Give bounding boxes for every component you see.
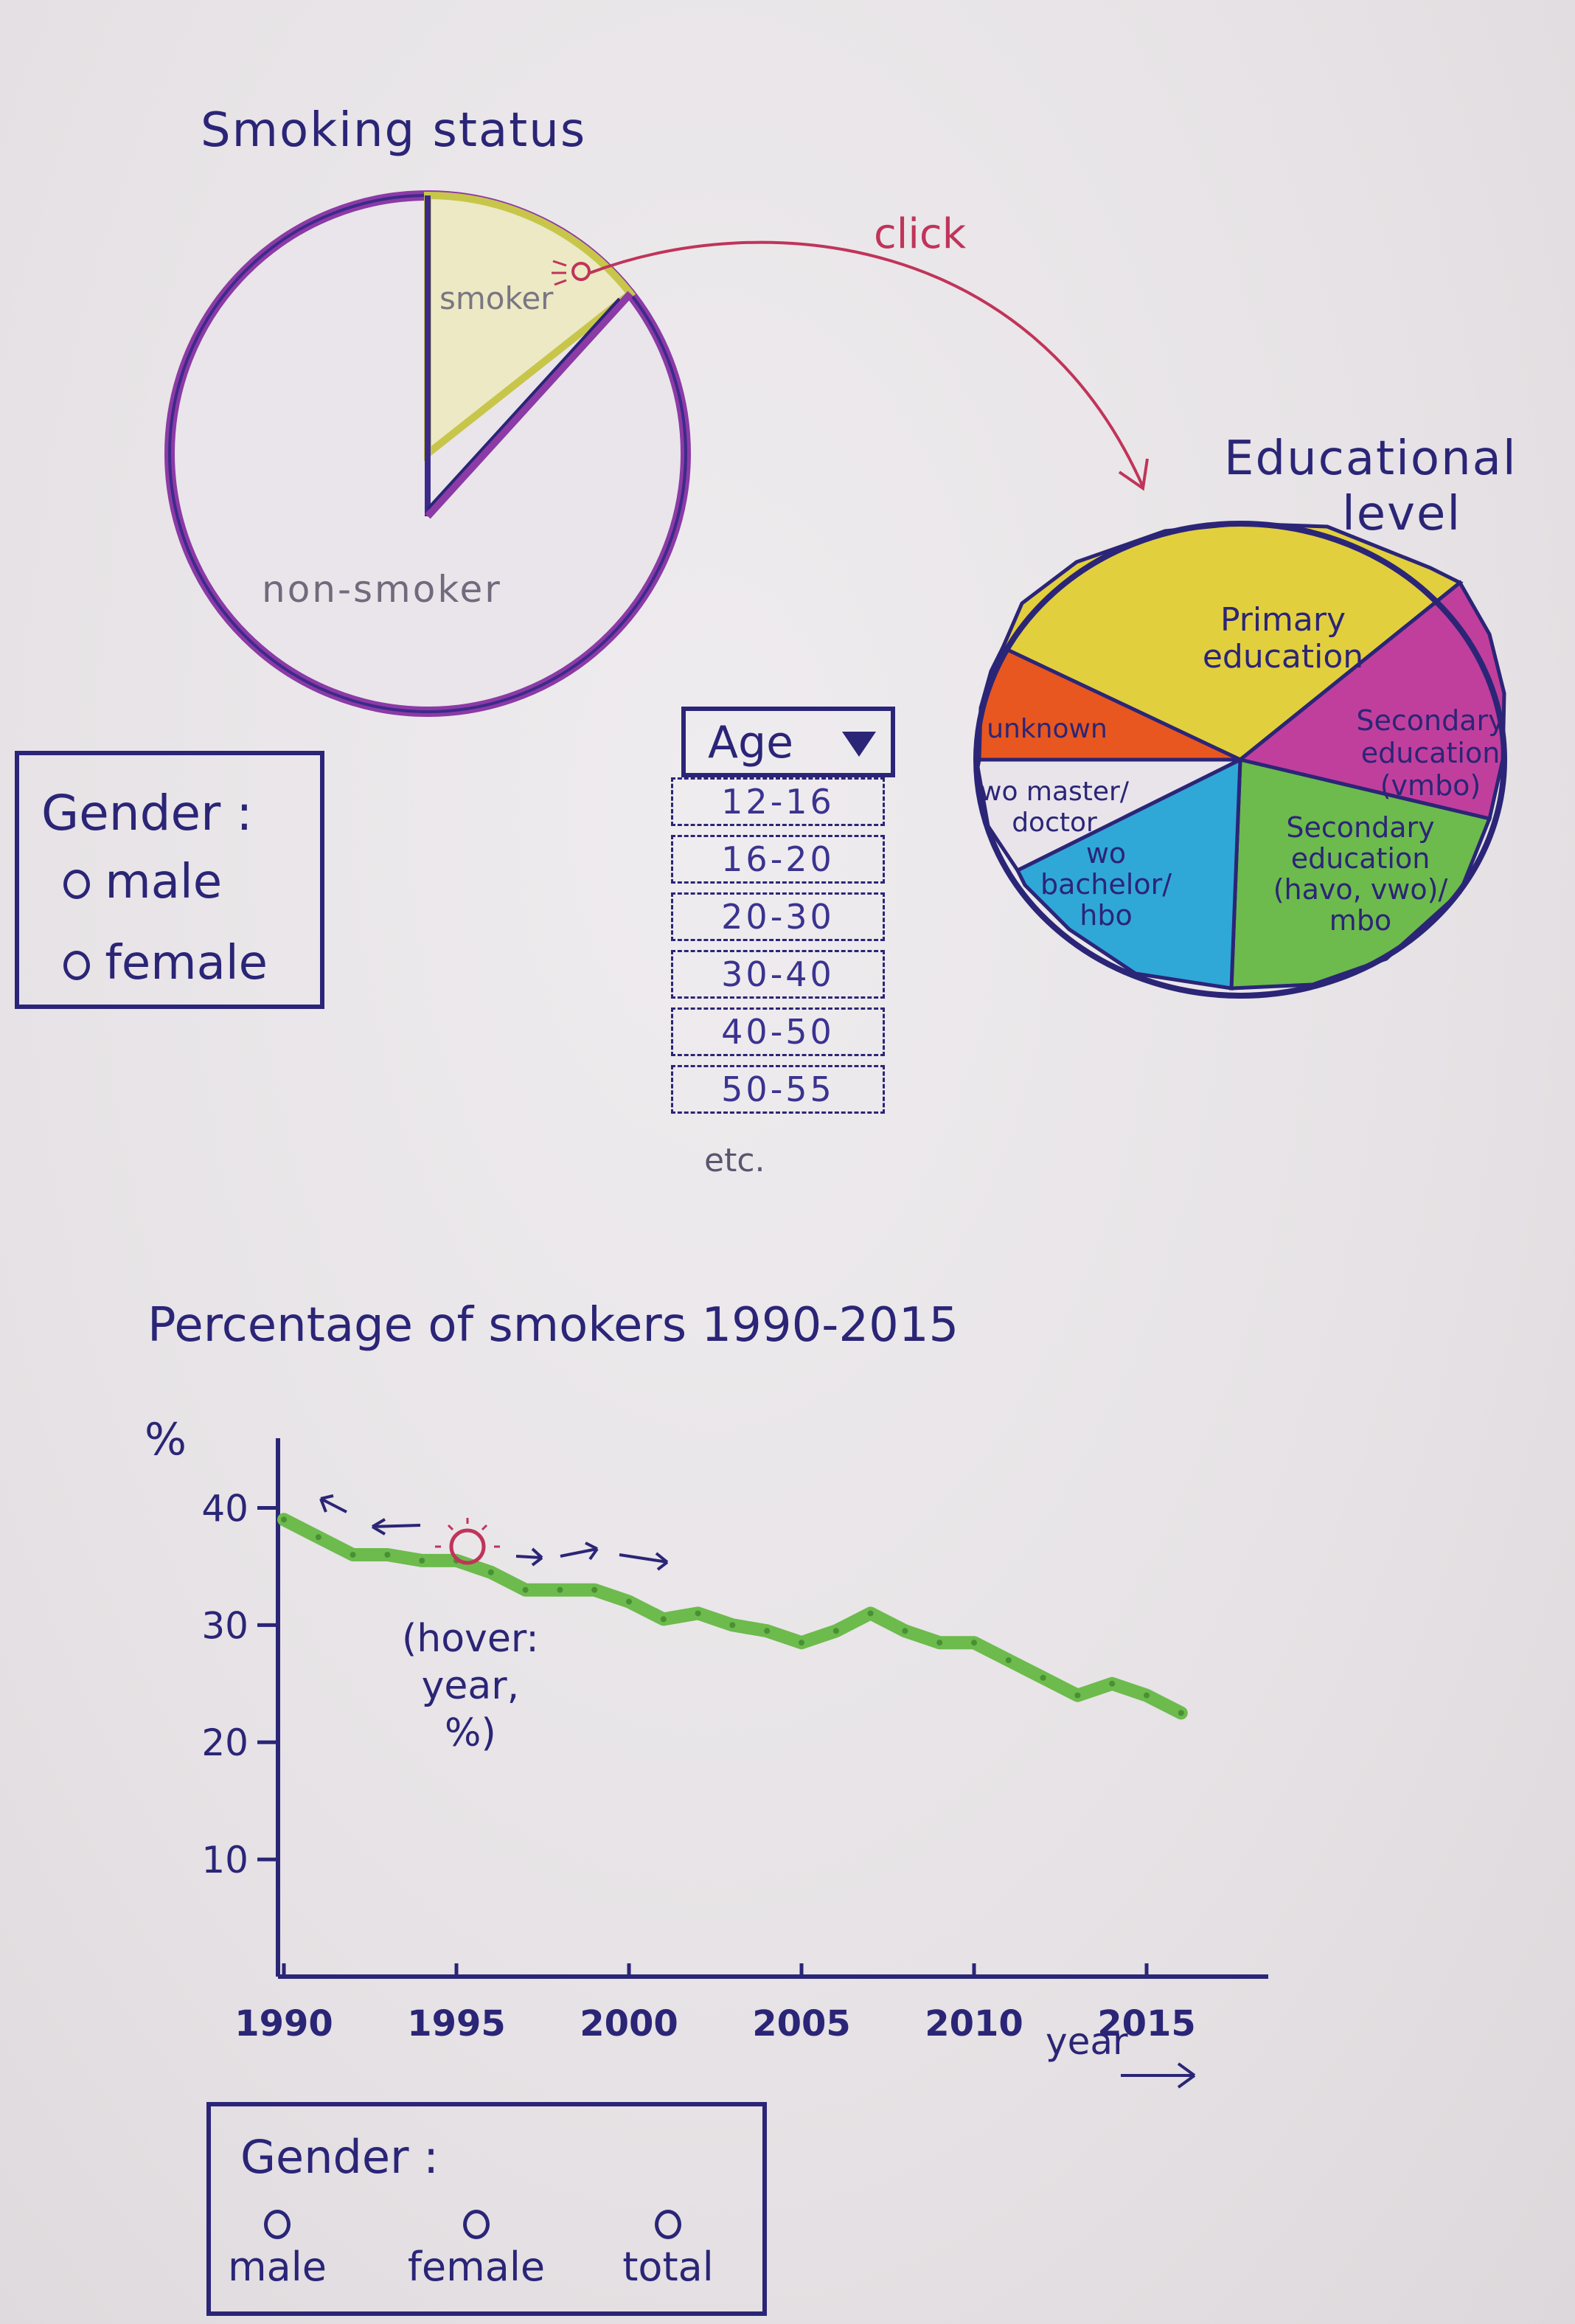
x-axis-label: year (1046, 2020, 1128, 2063)
series-point[interactable] (832, 1628, 839, 1634)
series-point[interactable] (1040, 1674, 1046, 1681)
series-point[interactable] (281, 1516, 287, 1523)
age-option[interactable]: 20-30 (671, 892, 885, 941)
smoker-slice (424, 191, 636, 462)
series-point[interactable] (971, 1640, 977, 1646)
hover-annotation: (hover: year, %) (402, 1617, 539, 1755)
series-point[interactable] (764, 1628, 771, 1634)
series-point[interactable] (936, 1640, 943, 1646)
age-dropdown-more: etc. (704, 1142, 765, 1179)
series-point[interactable] (695, 1610, 701, 1617)
y-axis-label: % (145, 1414, 187, 1465)
y-tick-label: 20 (201, 1721, 248, 1764)
gender-filter-top: Gender : male female (15, 751, 324, 1009)
y-tick-label: 40 (201, 1487, 248, 1530)
x-tick-label: 1990 (234, 2003, 333, 2044)
series-point[interactable] (419, 1557, 425, 1564)
education-slice-label: unknown (987, 714, 1108, 744)
y-tick-label: 30 (201, 1604, 248, 1647)
education-slice-label: (havo, vwo)/ (1273, 873, 1448, 906)
gender-option-total[interactable]: total (609, 2210, 727, 2290)
education-pie[interactable]: PrimaryeducationSecondaryeducation(vmbo)… (973, 516, 1563, 1033)
radio-male-icon[interactable] (63, 870, 90, 900)
smoking-pie-title: Smoking status (201, 103, 587, 158)
education-slice-label: education (1291, 842, 1430, 875)
click-annotation: click (874, 210, 967, 258)
radio-total-icon[interactable] (655, 2210, 681, 2239)
nonsmoker-label: non-smoker (262, 568, 502, 611)
gender-filter-bottom: Gender : male female total (206, 2102, 767, 2316)
education-slice-label: wo (1086, 837, 1126, 870)
gender-option-female[interactable]: female (63, 936, 268, 991)
education-slice-label: Secondary (1286, 811, 1434, 844)
dropdown-arrow-icon[interactable] (841, 730, 877, 760)
x-tick-label: 2005 (752, 2003, 851, 2044)
chart-title: Percentage of smokers 1990-2015 (147, 1298, 959, 1353)
age-option[interactable]: 50-55 (671, 1065, 885, 1114)
x-axis-arrow-icon (1121, 2062, 1196, 2089)
radio-female-icon[interactable] (63, 951, 90, 981)
series-point[interactable] (350, 1552, 356, 1558)
hover-arrows (319, 1494, 669, 1571)
smoker-label: smoker (439, 280, 554, 316)
hover-marker-icon[interactable] (435, 1518, 500, 1565)
series-point[interactable] (1109, 1680, 1116, 1687)
education-slice-label: wo master/ (980, 777, 1130, 807)
age-option[interactable]: 30-40 (671, 950, 885, 999)
series-point[interactable] (867, 1610, 874, 1617)
series-point[interactable] (799, 1640, 804, 1646)
gender-option-male[interactable]: male (226, 2210, 329, 2290)
gender-option-female[interactable]: female (395, 2210, 557, 2290)
series-point[interactable] (1178, 1710, 1184, 1716)
age-dropdown-list: 12-16 16-20 20-30 30-40 40-50 50-55 (671, 777, 892, 1131)
series-point[interactable] (384, 1552, 391, 1558)
series-point[interactable] (315, 1534, 321, 1541)
series-point[interactable] (1005, 1657, 1012, 1663)
x-tick-label: 2010 (925, 2003, 1023, 2044)
education-slice-label: Secondary (1356, 704, 1504, 737)
gender-filter-title: Gender : (240, 2130, 439, 2184)
series-point[interactable] (1144, 1692, 1150, 1699)
series-point[interactable] (626, 1598, 632, 1605)
education-slice-label: education (1361, 737, 1501, 769)
series-point[interactable] (1074, 1692, 1081, 1699)
smoking-pie[interactable] (147, 170, 723, 745)
education-slice-label: (vmbo) (1380, 769, 1481, 802)
series-point[interactable] (557, 1586, 563, 1593)
series-point[interactable] (660, 1616, 667, 1623)
series-point[interactable] (591, 1586, 598, 1593)
education-slice-label: hbo (1079, 899, 1132, 932)
series-point[interactable] (902, 1628, 908, 1634)
radio-female-icon[interactable] (463, 2210, 490, 2239)
age-dropdown-label: Age (708, 717, 794, 769)
gender-option-male[interactable]: male (63, 855, 222, 909)
education-slice-label: mbo (1329, 904, 1391, 937)
click-target-icon (571, 262, 591, 281)
age-option[interactable]: 40-50 (671, 1007, 885, 1056)
y-tick-label: 10 (201, 1839, 248, 1881)
series-point[interactable] (487, 1569, 494, 1575)
click-arrow (589, 240, 1149, 491)
x-tick-label: 2015 (1097, 2003, 1196, 2044)
x-tick-label: 1995 (407, 2003, 506, 2044)
x-tick-label: 2000 (580, 2003, 678, 2044)
education-slice-label: doctor (1012, 808, 1097, 838)
education-slice-label: bachelor/ (1040, 868, 1172, 901)
series-point[interactable] (729, 1622, 736, 1628)
education-pie-title-line1: Educational (1224, 431, 1517, 486)
education-slice-label: Primary (1220, 601, 1346, 639)
age-option[interactable]: 12-16 (671, 777, 885, 826)
gender-filter-title: Gender : (41, 785, 253, 842)
education-pie-title-line2: level (1342, 487, 1462, 541)
radio-male-icon[interactable] (264, 2210, 291, 2239)
age-option[interactable]: 16-20 (671, 835, 885, 884)
smokers-line-chart[interactable]: % 10 20 30 40 1990 1995 2000 2005 2010 2015 year (111, 1401, 1327, 2102)
series-point[interactable] (522, 1586, 529, 1593)
age-dropdown[interactable]: Age (681, 707, 895, 777)
education-slice-label: education (1203, 638, 1363, 676)
